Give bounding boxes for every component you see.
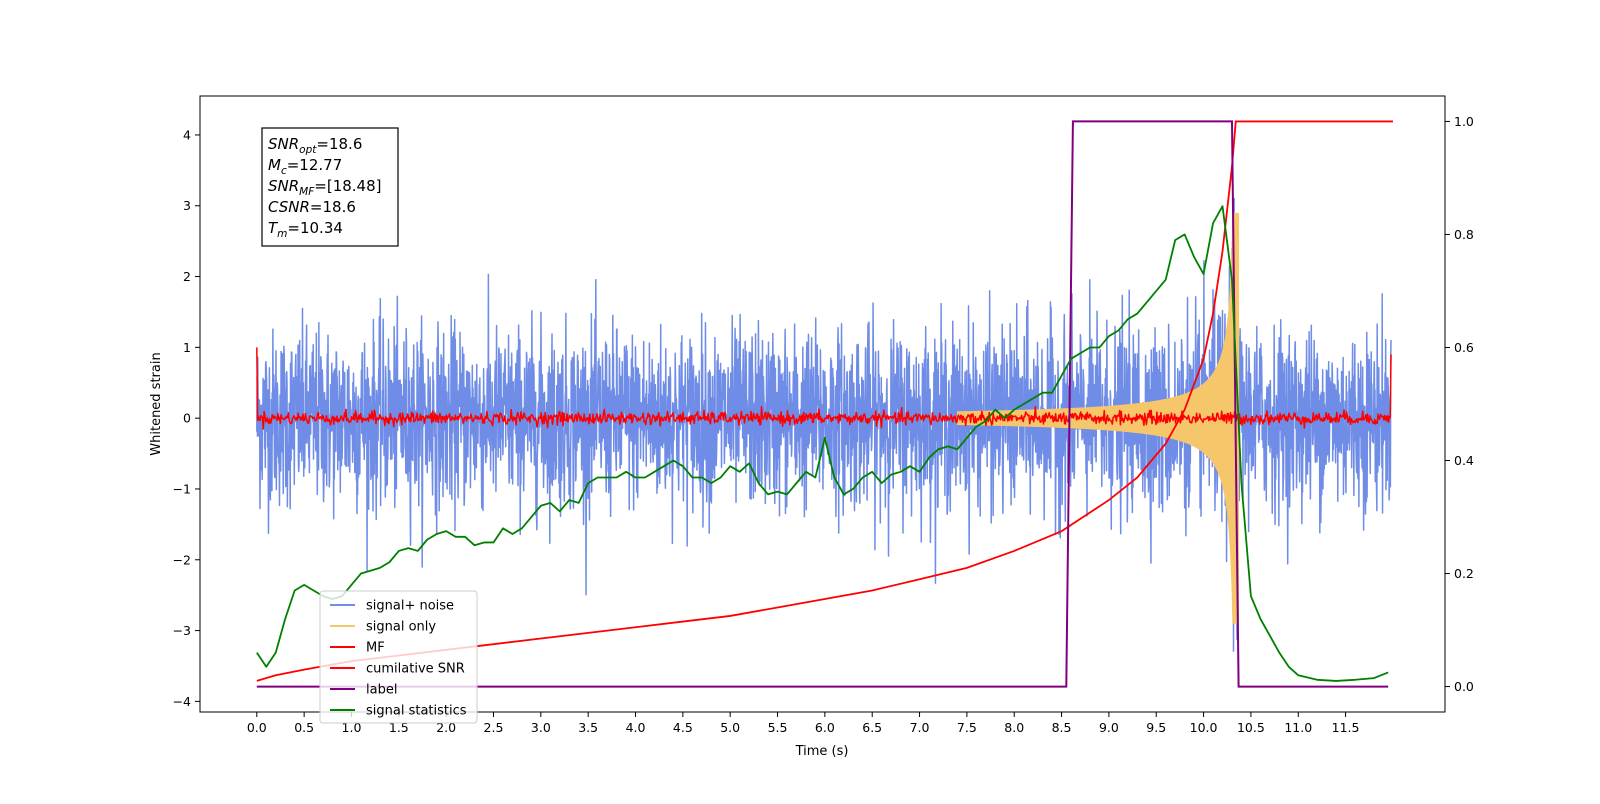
annotation-box: SNRopt=18.6Mc=12.77SNRMF=[18.48]CSNR=18.… [261,127,399,247]
series-line-signal-statistics [256,205,1389,682]
annotation-line: Tm=10.34 [268,219,343,240]
y-tick-label: 0 [183,411,191,426]
y-tick-label: 4 [183,127,191,142]
x-tick-label: 9.5 [1146,720,1166,735]
x-axis-title: Time (s) [795,744,849,759]
y2-tick-label: 0.0 [1454,679,1474,694]
x-tick-label: 10.0 [1190,720,1218,735]
x-tick-label: 0.5 [294,720,314,735]
x-tick-label: 11.5 [1332,720,1360,735]
y-tick-label: 2 [183,269,191,284]
series-line-mf [256,347,1392,430]
x-tick-label: 11.0 [1284,720,1312,735]
x-tick-label: 2.5 [484,720,504,735]
y-tick-label: −2 [173,552,191,567]
x-tick-label: 5.0 [720,720,740,735]
y2-tick-label: 1.0 [1454,114,1474,129]
x-tick-label: 5.5 [768,720,788,735]
x-tick-label: 4.0 [626,720,646,735]
x-tick-label: 2.0 [436,720,456,735]
legend-label: label [366,683,397,698]
y2-tick-label: 0.4 [1454,453,1474,468]
x-tick-label: 0.0 [247,720,267,735]
annotation-value: =12.77 [287,156,343,174]
annotation-value: =18.6 [310,198,356,216]
x-tick-label: 7.5 [957,720,977,735]
x-tick-label: 1.0 [342,720,362,735]
annotation-symbol: T [268,219,279,237]
annotation-symbol: SNR [268,177,299,195]
legend-label: signal+ noise [366,599,454,614]
y-tick-label: 3 [183,198,191,213]
legend-label: cumilative SNR [366,662,465,677]
y-tick-label: −1 [173,481,191,496]
x-tick-label: 4.5 [673,720,693,735]
y-axis-title: Whitened strain [149,352,164,455]
x-tick-label: 9.0 [1099,720,1119,735]
annotation-value: =10.34 [287,219,343,237]
series-line-label [256,120,1389,688]
annotation-symbol: SNR [268,135,299,153]
x-tick-label: 3.5 [578,720,598,735]
legend-label: signal statistics [366,704,467,719]
x-tick-label: 7.0 [910,720,930,735]
annotation-value: =[18.48] [314,177,381,195]
annotation-line: CSNR=18.6 [268,198,356,216]
x-tick-label: 1.5 [389,720,409,735]
x-tick-label: 6.0 [815,720,835,735]
annotation-symbol: CSNR [268,198,310,216]
annotation-subscript: MF [299,186,315,198]
legend-label: signal only [366,620,436,635]
y-axis-left: 4 3 2 1 0 −1 −2 −3 −4 [173,127,200,709]
annotation-subscript: m [277,228,287,240]
series-line-signal-only [956,212,1240,624]
legend: signal+ noise signal only MF cumilative SNR… [319,590,478,724]
annotation-subscript: c [281,165,287,177]
x-tick-label: 3.0 [531,720,551,735]
legend-label: MF [366,641,385,656]
y2-tick-label: 0.6 [1454,340,1474,355]
y2-tick-label: 0.2 [1454,566,1474,581]
x-tick-label: 10.5 [1237,720,1265,735]
y-tick-label: −4 [173,694,191,709]
y2-tick-label: 0.8 [1454,227,1474,242]
y-tick-label: −3 [173,623,191,638]
annotation-symbol: M [268,156,281,174]
annotation-subscript: opt [299,144,317,156]
y-axis-right: 1.0 0.8 0.6 0.4 0.2 0.0 [1445,114,1474,694]
x-axis: 0.0 0.5 1.0 1.5 2.0 2.5 3.0 3.5 4.0 4.5 5.0 5.5 6.0 6… [247,712,1360,735]
x-tick-label: 8.5 [1052,720,1072,735]
annotation-value: =18.6 [316,135,362,153]
plot-frame [199,95,1446,713]
x-tick-label: 8.0 [1004,720,1024,735]
x-tick-label: 6.5 [862,720,882,735]
annotation-line: SNRopt=18.6 [268,135,362,156]
annotation-line: SNRMF=[18.48] [268,177,382,198]
y-tick-label: 1 [183,340,191,355]
annotation-line: Mc=12.77 [268,156,342,177]
